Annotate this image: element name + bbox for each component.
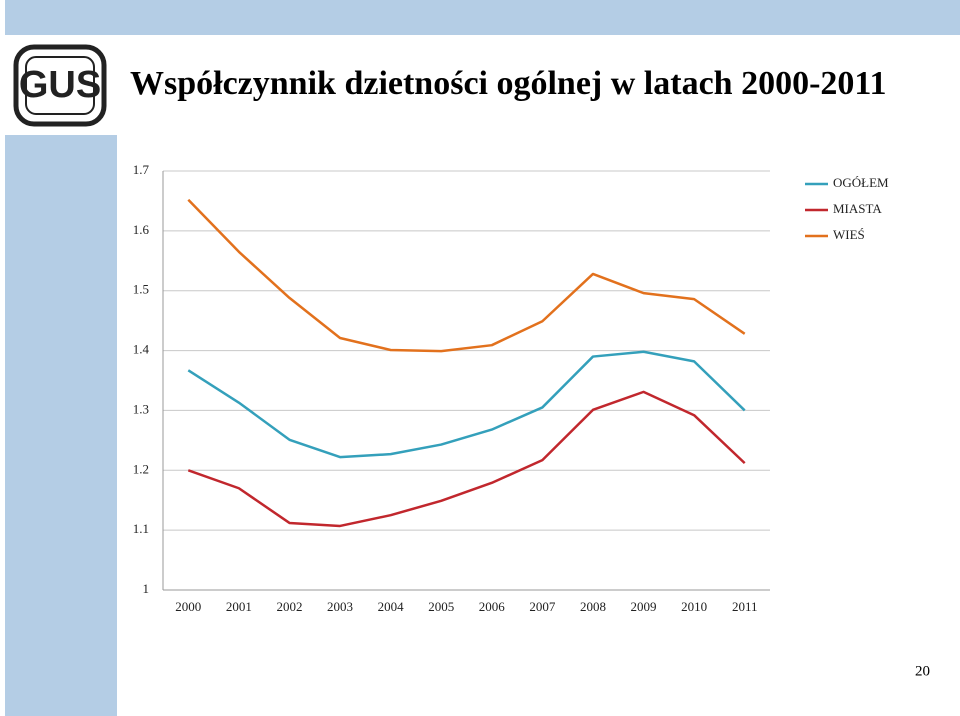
y-tick-label: 1.7	[133, 162, 150, 177]
y-tick-label: 1.6	[133, 222, 150, 237]
x-tick-label: 2000	[175, 599, 201, 614]
x-tick-label: 2005	[428, 599, 454, 614]
x-tick-label: 2007	[529, 599, 556, 614]
slide-title: Współczynnik dzietności ogólnej w latach…	[130, 65, 887, 102]
y-tick-label: 1.3	[133, 401, 149, 416]
legend-label: WIEŚ	[833, 227, 865, 242]
top-band	[5, 0, 960, 35]
x-tick-label: 2001	[226, 599, 252, 614]
y-tick-label: 1.2	[133, 461, 149, 476]
x-tick-label: 2008	[580, 599, 606, 614]
logo: GUS	[13, 44, 107, 127]
x-tick-label: 2004	[378, 599, 405, 614]
legend-label: MIASTA	[833, 201, 882, 216]
x-tick-label: 2011	[732, 599, 758, 614]
logo-text: GUS	[19, 64, 101, 106]
page-number: 20	[915, 663, 930, 679]
series-line	[187, 350, 746, 459]
side-band	[5, 135, 117, 716]
x-tick-label: 2002	[276, 599, 302, 614]
x-tick-label: 2009	[631, 599, 657, 614]
x-tick-label: 2003	[327, 599, 353, 614]
y-tick-label: 1.5	[133, 282, 149, 297]
y-tick-label: 1.1	[133, 521, 149, 536]
y-tick-label: 1.4	[133, 342, 150, 357]
legend-label: OGÓŁEM	[833, 175, 889, 190]
series-line	[187, 198, 746, 353]
series-line	[187, 390, 746, 528]
x-tick-label: 2010	[681, 599, 707, 614]
x-tick-label: 2006	[479, 599, 506, 614]
y-tick-label: 1	[143, 581, 150, 596]
